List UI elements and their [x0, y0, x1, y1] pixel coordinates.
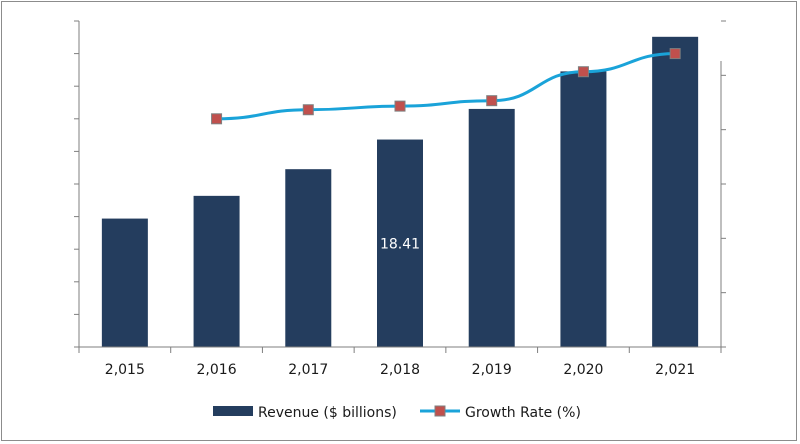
growth-line [211, 48, 681, 125]
revenue-bar [377, 139, 423, 347]
legend-growth-label: Growth Rate (%) [465, 405, 581, 421]
data-labels: 18.41 [380, 236, 420, 252]
category-label: 2,015 [105, 362, 145, 378]
growth-rate-point [577, 66, 589, 78]
revenue-bar [193, 195, 240, 347]
left-axis-ticks [74, 20, 79, 348]
legend: Revenue ($ billions) Growth Rate (%) [213, 405, 581, 421]
category-label: 2,020 [563, 362, 603, 378]
category-labels: 2,015 2,016 2,017 2,018 2,019 2,020 2,021 [105, 362, 695, 378]
category-label: 2,016 [197, 362, 237, 378]
category-label: 2,021 [655, 362, 695, 378]
growth-rate-line [216, 52, 676, 121]
axes [78, 21, 722, 353]
revenue-bars [101, 36, 699, 348]
legend-growth-marker-swatch [434, 405, 446, 417]
growth-rate-point [211, 113, 223, 125]
legend-revenue-swatch [213, 406, 253, 416]
category-label: 2,019 [472, 362, 512, 378]
revenue-bar [560, 71, 607, 347]
growth-rate-point [394, 100, 406, 112]
revenue-bar [101, 218, 148, 347]
growth-rate-point [669, 48, 681, 60]
right-axis-ticks [721, 20, 726, 348]
legend-revenue-label: Revenue ($ billions) [258, 405, 397, 421]
revenue-bar [285, 169, 332, 347]
data-label: 18.41 [380, 236, 420, 252]
growth-rate-point [486, 95, 498, 107]
category-label: 2,018 [380, 362, 420, 378]
category-label: 2,017 [288, 362, 328, 378]
revenue-bar [468, 108, 515, 348]
growth-rate-point [302, 104, 314, 116]
revenue-bar [652, 36, 699, 347]
